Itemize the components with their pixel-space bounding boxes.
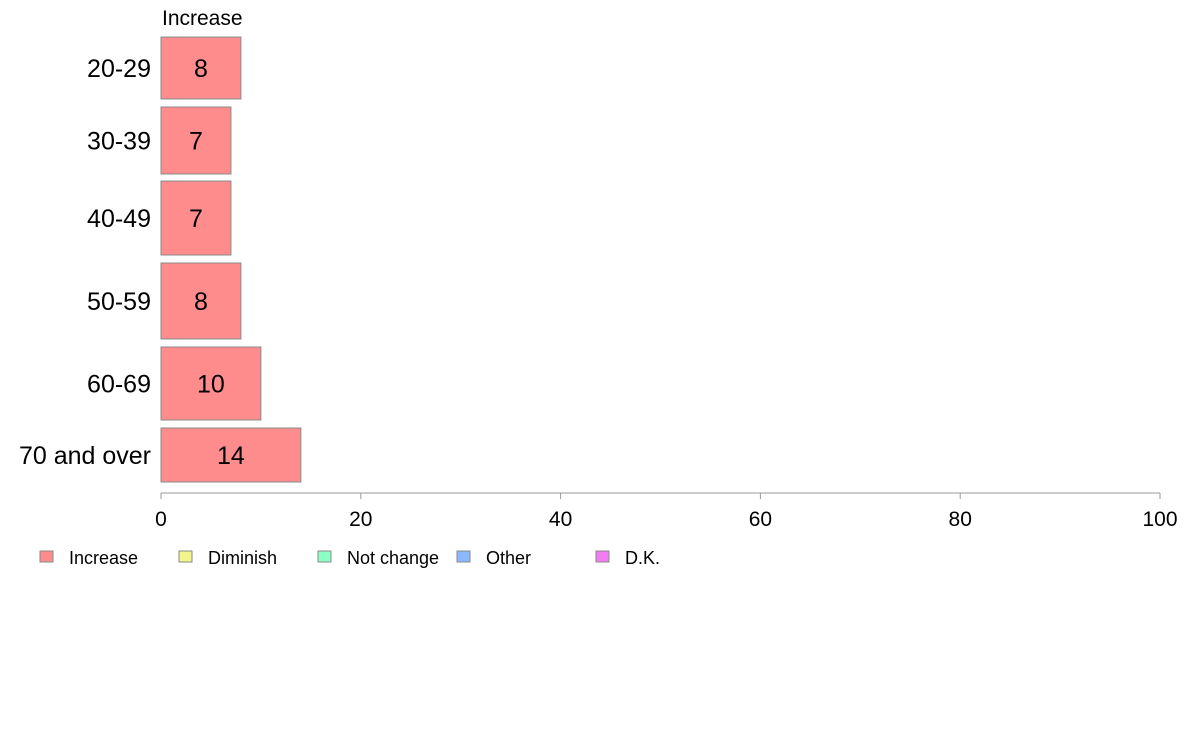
x-tick-label: 100	[1142, 508, 1177, 531]
category-label: 30-39	[87, 128, 151, 156]
data-label: 10	[197, 371, 225, 399]
legend-swatch	[178, 550, 193, 563]
x-tick-label: 80	[949, 508, 972, 531]
legend-swatch	[39, 550, 54, 563]
legend-label: Diminish	[208, 548, 277, 568]
bar-40-49	[160, 180, 232, 256]
bars-group: 8 7 7 8 10 14	[160, 36, 302, 483]
category-labels: 20-29 30-39 40-49 50-59 60-69 70 and over	[19, 55, 151, 470]
x-tick-label: 40	[549, 508, 572, 531]
category-label: 70 and over	[19, 442, 151, 470]
data-label: 8	[194, 288, 208, 316]
bar-20-29	[160, 36, 242, 100]
legend-item-d-k: D.K.	[595, 548, 660, 568]
bar-30-39	[160, 106, 232, 175]
legend-swatch	[456, 550, 471, 563]
bar-50-59	[160, 262, 242, 340]
x-tick-label: 0	[155, 508, 167, 531]
category-label: 40-49	[87, 205, 151, 233]
data-label: 7	[189, 205, 203, 233]
x-tick-label: 60	[749, 508, 772, 531]
legend-item-other: Other	[456, 548, 531, 568]
x-axis: 0 20 40 60 80 100	[155, 492, 1178, 531]
data-label: 14	[217, 442, 245, 470]
legend-label: Other	[486, 548, 531, 568]
legend-swatch	[317, 550, 332, 563]
legend-swatch	[595, 550, 610, 563]
legend-item-increase: Increase	[39, 548, 138, 568]
x-tick-label: 20	[349, 508, 372, 531]
category-label: 50-59	[87, 288, 151, 316]
category-label: 60-69	[87, 371, 151, 399]
legend-label: D.K.	[625, 548, 660, 568]
category-label: 20-29	[87, 55, 151, 83]
bar-70-and-over	[160, 427, 302, 483]
data-label: 8	[194, 55, 208, 83]
bar-60-69	[160, 346, 262, 421]
legend-item-diminish: Diminish	[178, 548, 277, 568]
legend: Increase Diminish Not change Other D.K.	[39, 548, 660, 568]
data-label: 7	[189, 128, 203, 156]
legend-label: Increase	[69, 548, 138, 568]
series-heading: Increase	[162, 7, 243, 30]
legend-label: Not change	[347, 548, 439, 568]
legend-item-not-change: Not change	[317, 548, 439, 568]
